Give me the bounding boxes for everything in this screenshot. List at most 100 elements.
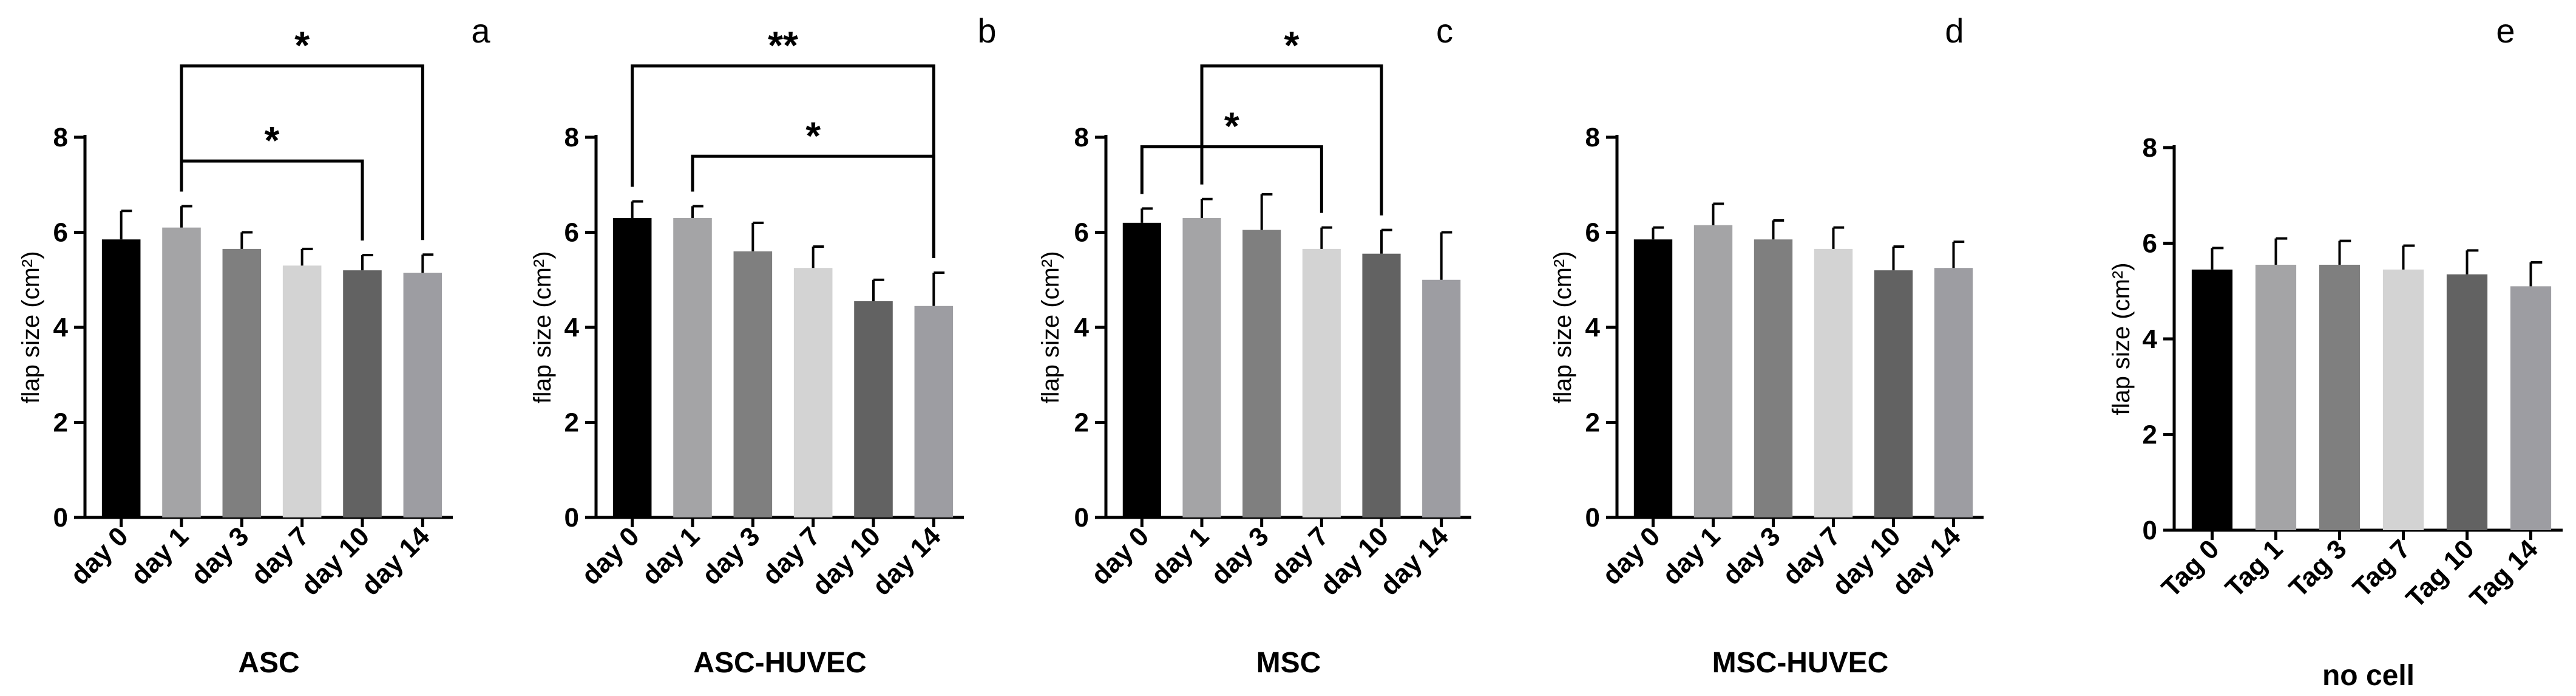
bar-day-0	[612, 218, 652, 517]
category-label: day 0	[1596, 521, 1666, 590]
bar-day-1	[1182, 218, 1221, 517]
category-label: day 0	[576, 521, 645, 590]
category-label: day 1	[1145, 521, 1215, 590]
y-tick-label: 2	[53, 408, 68, 438]
category-label: Tag 10	[2401, 534, 2480, 613]
bar-day-14	[1934, 268, 1973, 517]
category-label: Tag 0	[2156, 534, 2225, 603]
y-axis-label: flap size (cm²)	[18, 251, 44, 403]
significance-marker: *	[294, 24, 310, 67]
bar-day-1	[1693, 225, 1733, 517]
y-tick-label: 8	[564, 123, 579, 152]
y-tick-label: 6	[564, 218, 579, 248]
y-axis-label: flap size (cm²)	[1037, 251, 1064, 403]
y-tick-label: 6	[1074, 218, 1089, 248]
bar-day-14	[403, 273, 442, 517]
panel-letter: d	[1945, 12, 1964, 50]
category-label: day 14	[867, 521, 947, 601]
y-tick-label: 6	[2143, 229, 2157, 259]
category-label: day 14	[1886, 521, 1967, 601]
significance-bracket	[1140, 145, 1323, 213]
bar-day-7	[1814, 248, 1853, 517]
bar-tag-10	[2446, 274, 2488, 530]
category-label: day 10	[1315, 521, 1395, 601]
y-tick-label: 4	[1074, 313, 1090, 343]
y-tick-label: 8	[2143, 133, 2157, 163]
y-tick-label: 2	[2143, 420, 2157, 450]
bar-day-10	[1362, 253, 1401, 517]
y-tick-label: 0	[1074, 503, 1089, 533]
category-label: day 1	[1656, 521, 1726, 590]
panel-letter: c	[1436, 12, 1453, 50]
x-axis-title: no cell	[2322, 660, 2415, 692]
bar-day-0	[101, 239, 141, 517]
bar-day-3	[733, 251, 773, 517]
category-label: day 1	[125, 521, 194, 590]
bar-day-0	[1633, 239, 1673, 517]
y-tick-label: 0	[564, 503, 579, 533]
significance-bracket	[180, 159, 364, 241]
category-label: day 0	[1085, 521, 1154, 590]
bar-tag-0	[2191, 269, 2233, 530]
significance-bracket	[1200, 64, 1383, 216]
y-tick-label: 2	[564, 408, 579, 438]
significance-bracket	[691, 154, 935, 259]
category-label: day 3	[1205, 521, 1275, 590]
category-label: day 3	[696, 521, 765, 590]
y-tick-label: 0	[53, 503, 68, 533]
bar-day-14	[1422, 279, 1461, 517]
bar-day-1	[673, 218, 712, 517]
bar-tag-7	[2382, 269, 2424, 530]
y-tick-label: 2	[1074, 408, 1089, 438]
y-tick-label: 4	[564, 313, 580, 343]
bar-day-7	[793, 268, 833, 517]
x-axis-title: MSC	[1256, 647, 1321, 679]
y-tick-label: 8	[1074, 123, 1089, 152]
y-tick-label: 4	[53, 313, 69, 343]
bar-day-3	[222, 248, 262, 517]
y-tick-label: 0	[1585, 503, 1600, 533]
y-axis-label: flap size (cm²)	[1550, 251, 1576, 403]
category-label: Tag 3	[2283, 534, 2353, 603]
category-label: day 14	[1374, 521, 1454, 601]
category-label: day 10	[1826, 521, 1907, 601]
y-axis-label: flap size (cm²)	[529, 251, 556, 403]
significance-bracket	[180, 64, 424, 241]
bar-day-7	[1302, 248, 1341, 517]
panel-letter: e	[2496, 12, 2515, 50]
bar-day-14	[914, 305, 954, 517]
y-tick-label: 0	[2143, 516, 2157, 545]
panel-letter: a	[471, 12, 490, 50]
bar-day-10	[343, 270, 382, 517]
category-label: day 10	[296, 521, 376, 601]
bar-day-3	[1754, 239, 1793, 517]
category-label: Tag 1	[2220, 534, 2289, 603]
y-tick-label: 2	[1585, 408, 1600, 438]
significance-marker: *	[805, 114, 821, 157]
category-label: day 3	[1717, 521, 1786, 590]
y-tick-label: 6	[53, 218, 68, 248]
category-label: day 1	[636, 521, 705, 590]
y-tick-label: 8	[1585, 123, 1600, 152]
y-tick-label: 6	[1585, 218, 1600, 248]
bar-tag-1	[2255, 264, 2297, 530]
x-axis-title: MSC-HUVEC	[1712, 647, 1889, 679]
significance-marker: *	[265, 118, 280, 162]
significance-marker: *	[1224, 104, 1239, 148]
y-tick-label: 4	[1585, 313, 1601, 343]
significance-marker: **	[768, 24, 798, 67]
category-label: day 14	[356, 521, 436, 601]
category-label: day 10	[807, 521, 887, 601]
category-label: Tag 14	[2464, 534, 2544, 613]
significance-marker: *	[1284, 24, 1300, 67]
x-axis-title: ASC	[238, 647, 299, 679]
category-label: day 3	[185, 521, 254, 590]
y-tick-label: 4	[2143, 324, 2158, 354]
bar-day-7	[282, 265, 322, 517]
